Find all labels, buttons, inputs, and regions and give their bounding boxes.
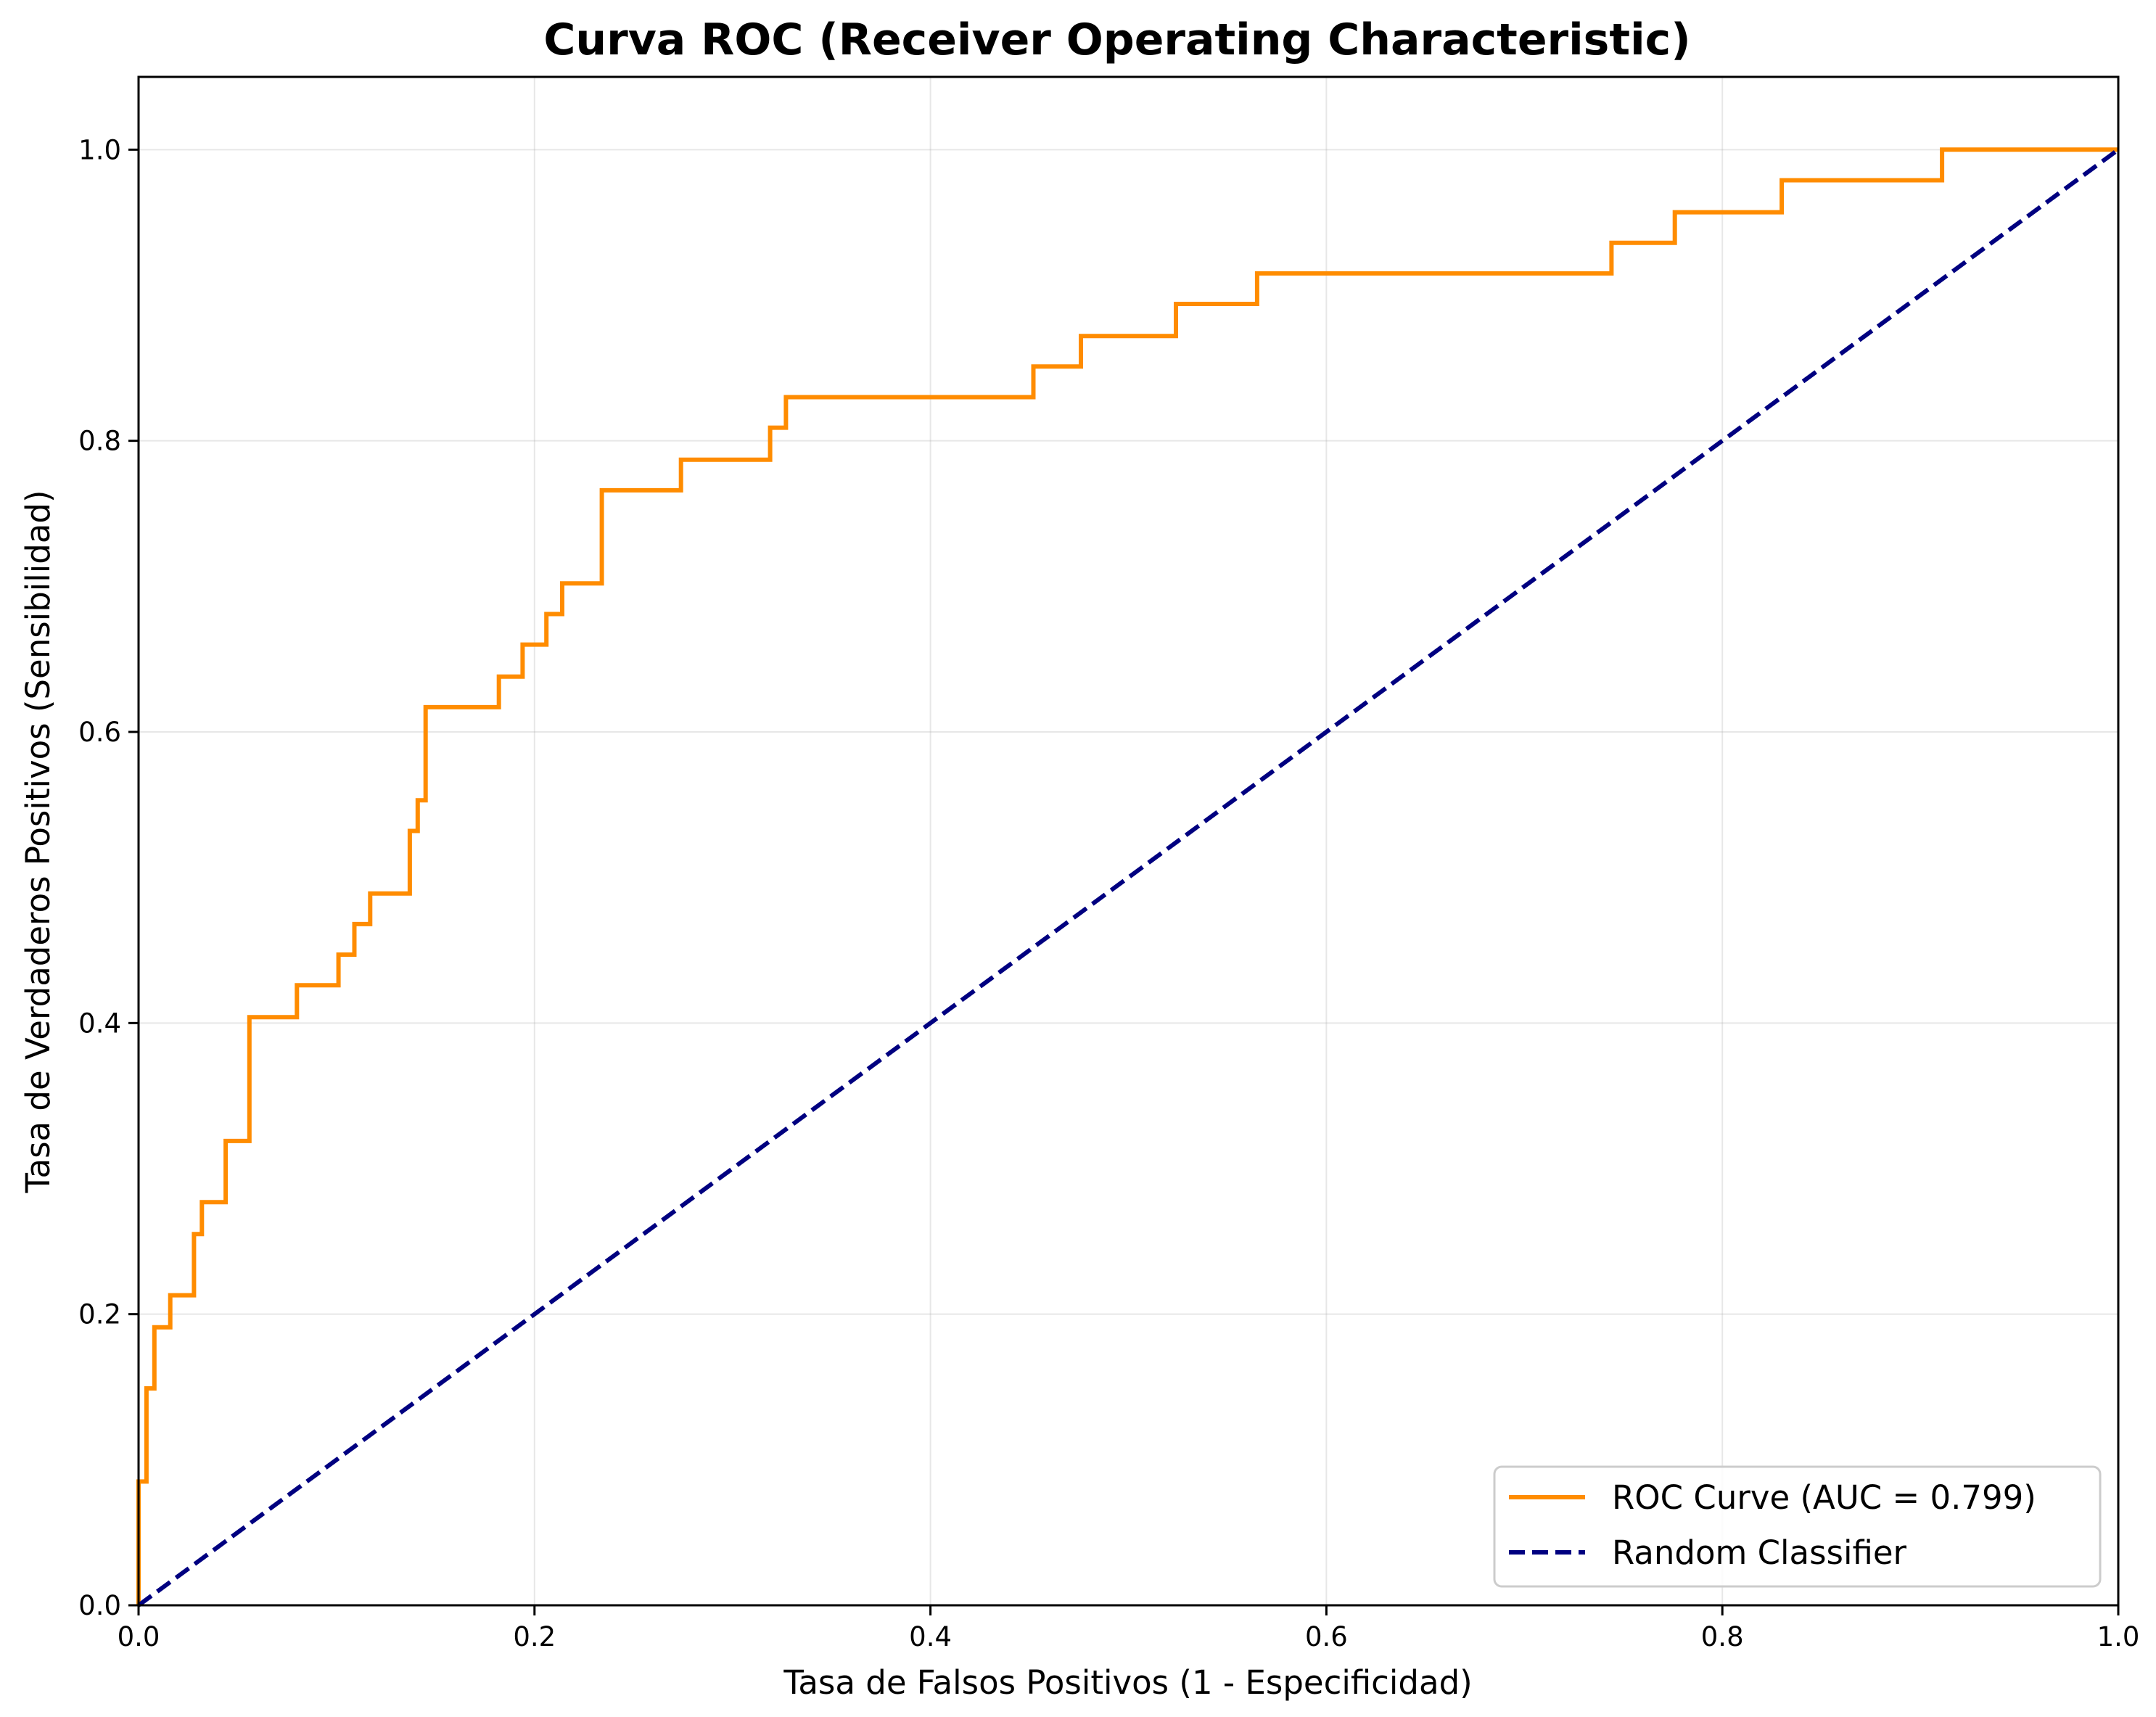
y-tick-label: 0.4 (78, 1008, 121, 1039)
plot-frame (137, 75, 2120, 1607)
x-tick-label: 0.2 (513, 1621, 556, 1652)
legend: ROC Curve (AUC = 0.799) Random Classifie… (1493, 1465, 2102, 1588)
y-tick-label: 0.6 (78, 717, 121, 748)
legend-entry-roc-curve: ROC Curve (AUC = 0.799) (1612, 1478, 2036, 1517)
y-tick-label: 1.0 (78, 134, 121, 165)
legend-entry-random-classifier: Random Classifier (1612, 1533, 1907, 1572)
y-tick-label: 0.0 (78, 1590, 121, 1621)
roc-curve-line (136, 147, 2118, 1605)
chart-title: Curva ROC (Receiver Operating Characteri… (543, 15, 1690, 65)
legend-box (1493, 1465, 2102, 1588)
random-classifier-line (137, 147, 2120, 1607)
x-tick-label: 0.6 (1305, 1621, 1348, 1652)
axis-ticks: 0.0 0.2 0.4 0.6 0.8 1.0 0.0 0.2 0.4 0.6 0.8 1.0 (78, 134, 2139, 1652)
x-tick-label: 1.0 (2097, 1621, 2140, 1652)
y-axis-label: Tasa de Verdaderos Positivos (Sensibilid… (19, 490, 57, 1193)
x-axis-label: Tasa de Falsos Positivos (1 - Especifici… (783, 1663, 1472, 1702)
x-tick-label: 0.0 (118, 1621, 160, 1652)
plot-series (136, 147, 2120, 1607)
y-tick-label: 0.2 (78, 1299, 121, 1330)
x-tick-label: 0.4 (909, 1621, 952, 1652)
y-tick-label: 0.8 (78, 426, 121, 457)
x-tick-label: 0.8 (1701, 1621, 1744, 1652)
